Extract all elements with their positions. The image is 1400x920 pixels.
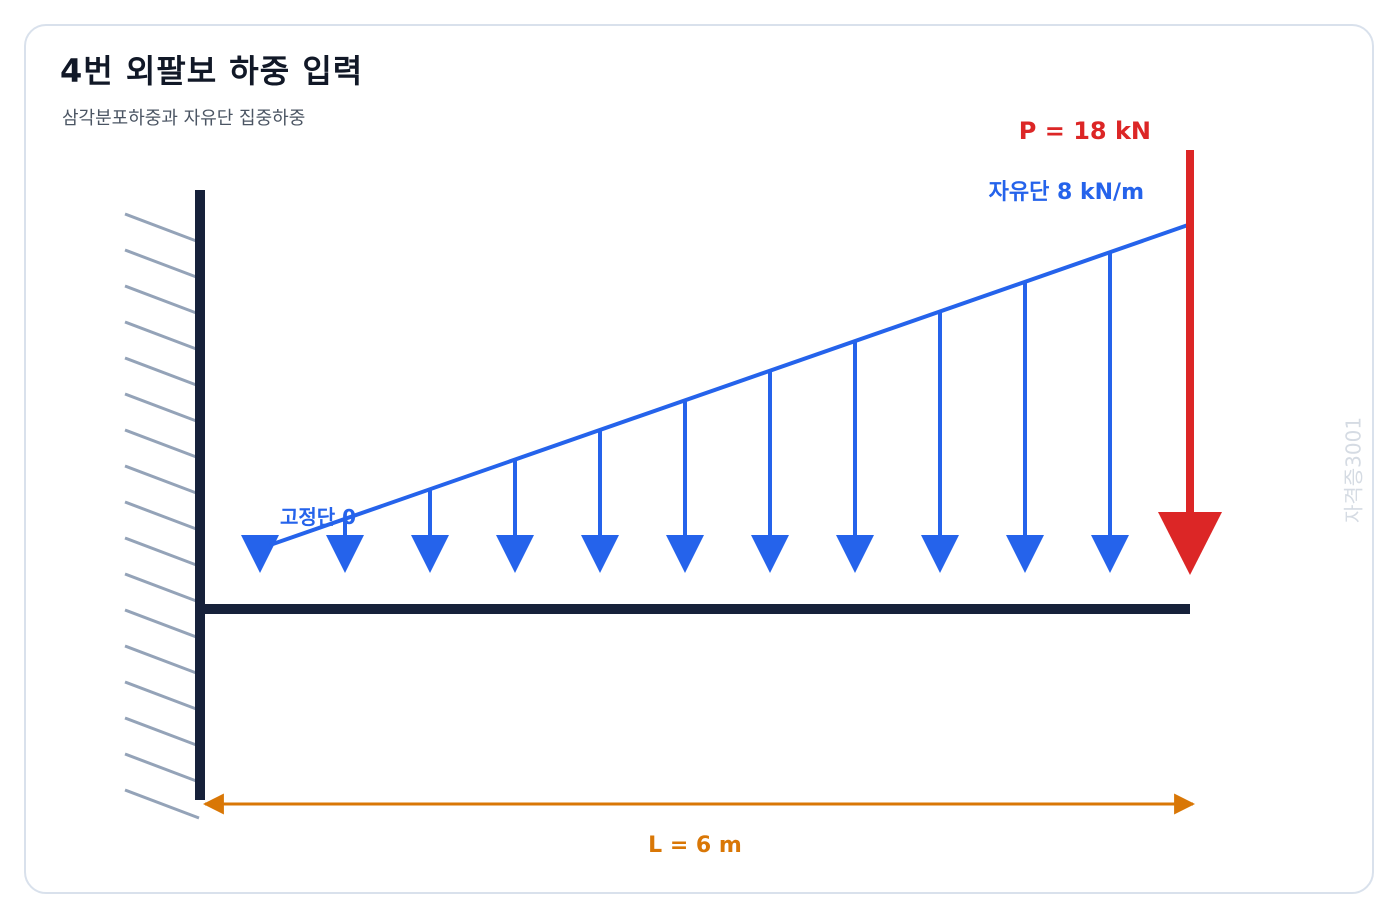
hatch-line [124, 644, 200, 676]
point-load-label: P = 18 kN [1019, 117, 1151, 145]
hatch-line [124, 356, 200, 388]
hatch-line [124, 284, 200, 316]
distributed-load-envelope [269, 223, 1189, 547]
hatch-line [124, 788, 200, 820]
page-subtitle: 삼각분포하중과 자유단 집중하중 [62, 108, 306, 129]
load-arrowhead [1091, 535, 1129, 573]
length-label: L = 6 m [648, 833, 742, 858]
load-arrowhead [921, 535, 959, 573]
hatch-line [124, 392, 200, 424]
watermark: 자격증3001 [1341, 416, 1366, 524]
free-end-load-label: 자유단 8 kN/m [989, 180, 1144, 205]
diagram-card [24, 24, 1374, 894]
load-arrowhead [326, 535, 364, 573]
hatch-line [124, 320, 200, 352]
hatch-line [124, 428, 200, 460]
hatch-line [124, 536, 200, 568]
hatch-line [124, 212, 200, 244]
fixed-end-load-label: 고정단 0 [280, 505, 356, 529]
distributed-load-arrows [241, 252, 1129, 573]
load-arrowhead [496, 535, 534, 573]
hatch-line [124, 248, 200, 280]
hatch-line [124, 572, 200, 604]
load-arrowhead [581, 535, 619, 573]
load-arrowhead [751, 535, 789, 573]
load-arrowhead [836, 535, 874, 573]
load-arrowhead [666, 535, 704, 573]
load-arrowhead [241, 535, 279, 573]
fixed-support-hatching [124, 212, 200, 820]
point-load-arrowhead [1158, 512, 1222, 575]
hatch-line [124, 464, 200, 496]
hatch-line [124, 608, 200, 640]
hatch-line [124, 716, 200, 748]
hatch-line [124, 752, 200, 784]
hatch-line [124, 500, 200, 532]
page-title: 4번 외팔보 하중 입력 [60, 52, 364, 90]
hatch-line [124, 680, 200, 712]
load-arrowhead [1006, 535, 1044, 573]
load-arrowhead [411, 535, 449, 573]
